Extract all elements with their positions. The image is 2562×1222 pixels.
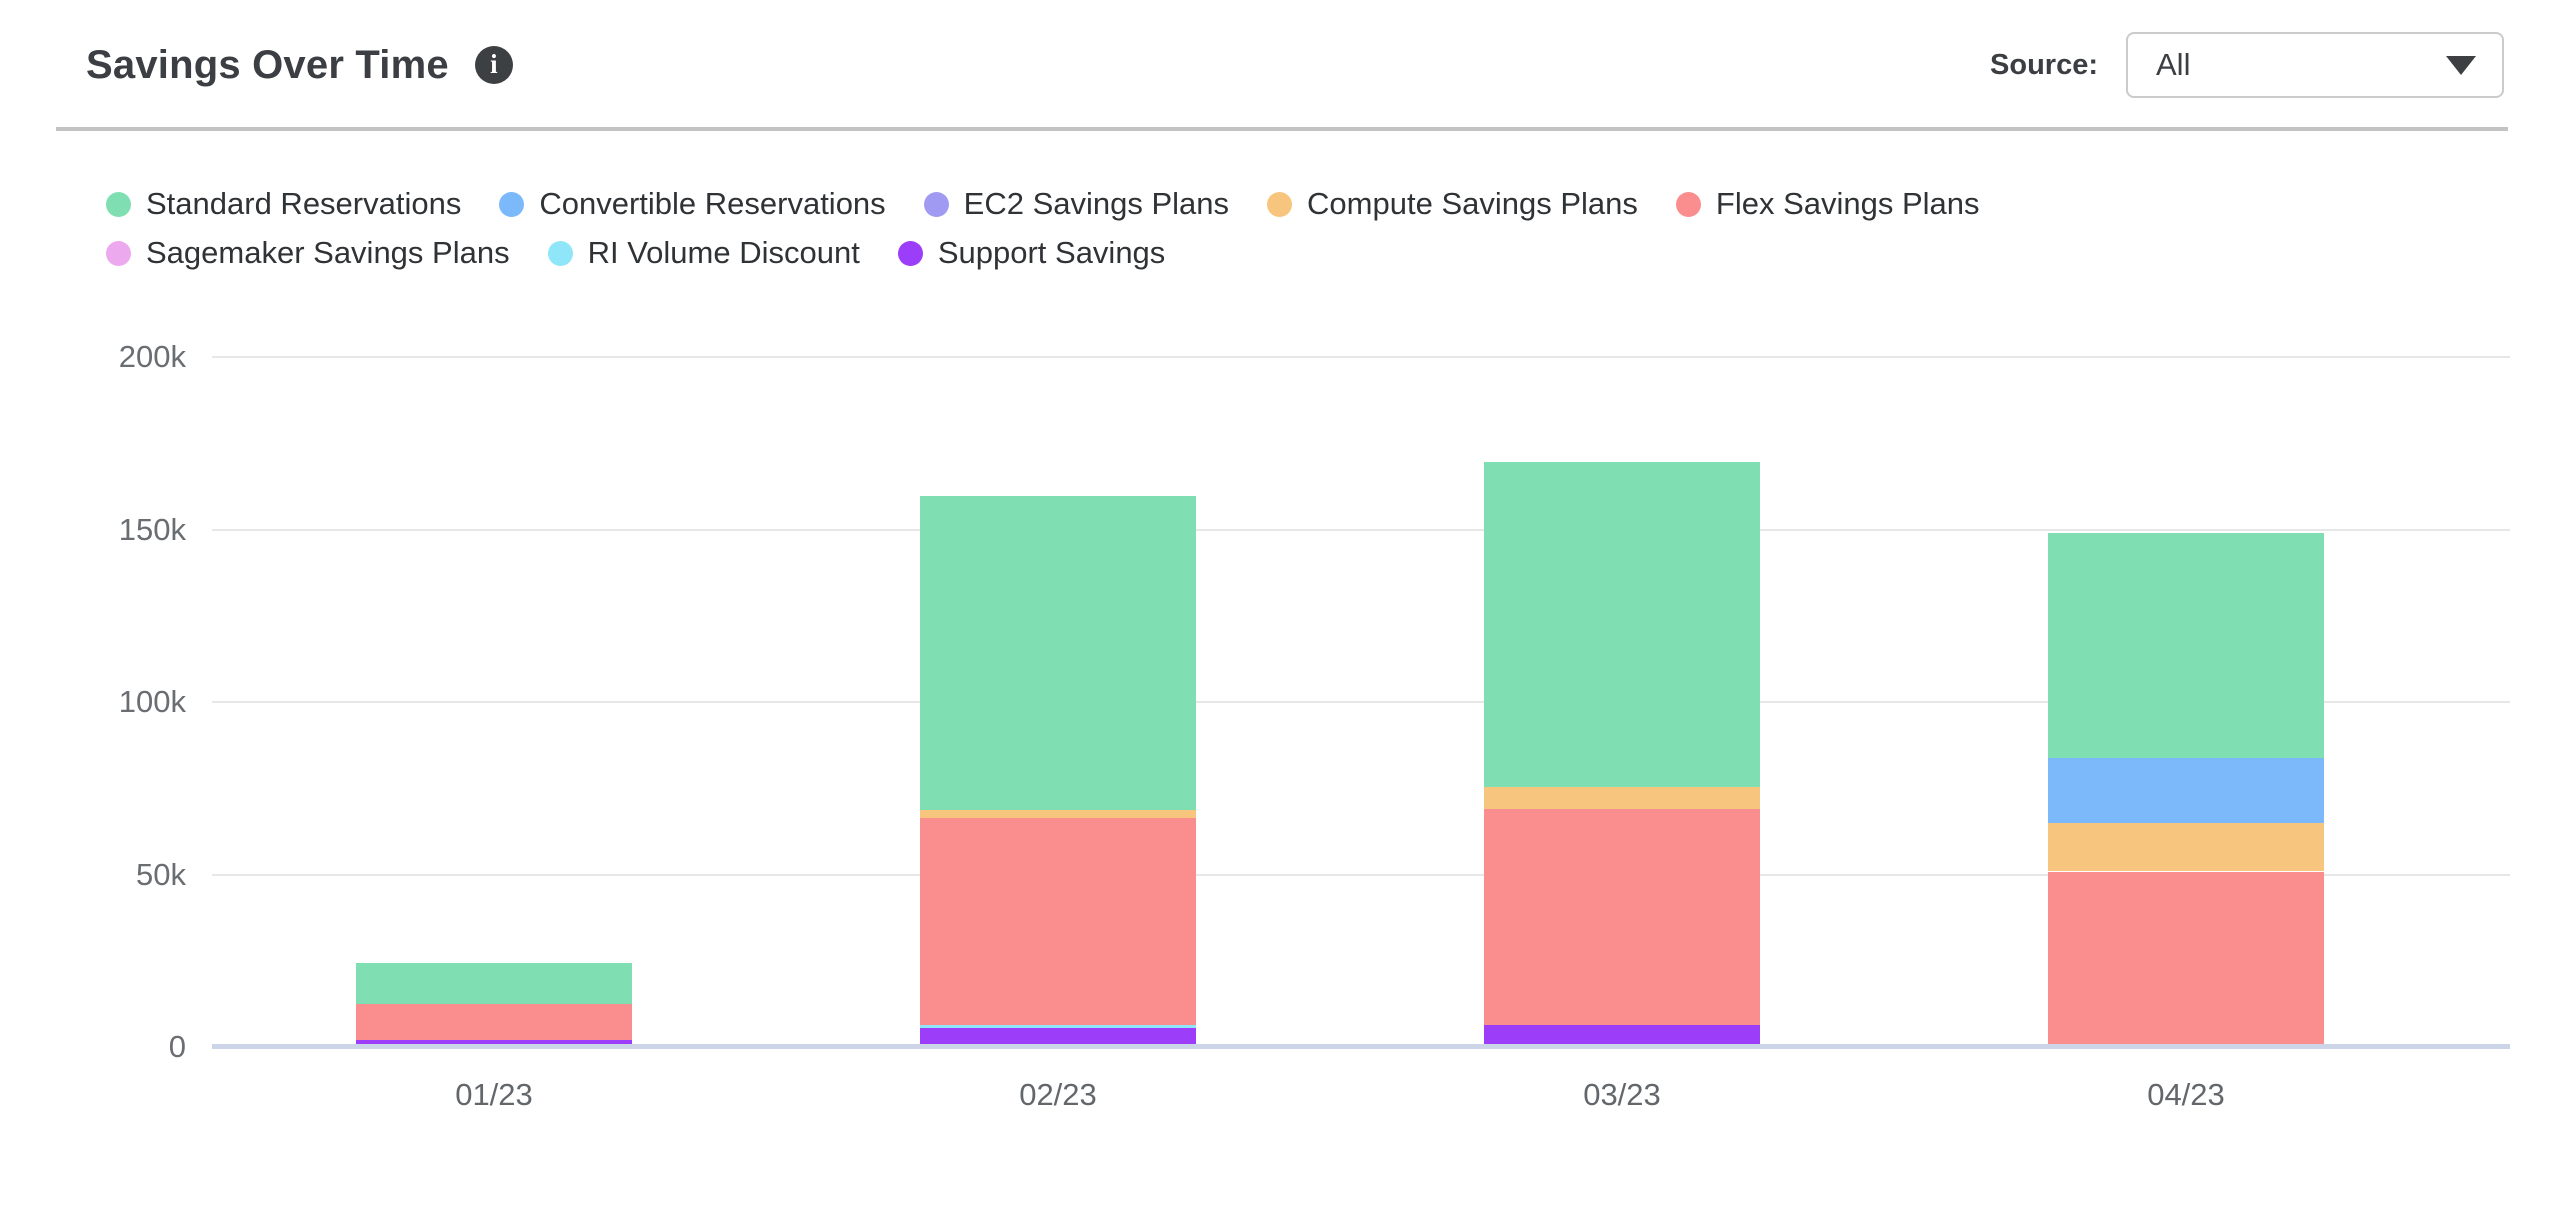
x-axis-baseline bbox=[212, 1044, 2510, 1049]
legend-swatch-sagemaker-savings-plans bbox=[106, 240, 131, 266]
header-divider bbox=[56, 127, 2508, 131]
legend-label-standard-reservations: Standard Reservations bbox=[146, 186, 462, 221]
bar-02-23-flex-savings-plans[interactable] bbox=[920, 817, 1196, 1025]
source-label: Source: bbox=[1990, 48, 2098, 81]
legend-swatch-ec2-savings-plans bbox=[923, 191, 949, 217]
chart-legend: Standard Reservations Convertible Reserva… bbox=[106, 186, 2446, 271]
bar-01-23-standard-reservations[interactable] bbox=[356, 962, 632, 1005]
page-title: Savings Over Time bbox=[86, 42, 449, 87]
y-tick-label-150k: 150k bbox=[118, 511, 186, 547]
legend-row-2: Sagemaker Savings Plans RI Volume Discoun… bbox=[106, 235, 2446, 271]
legend-swatch-standard-reservations bbox=[106, 191, 131, 217]
bar-01-23-support-savings[interactable] bbox=[356, 1039, 632, 1044]
card-header: Savings Over Time i Source: All bbox=[0, 0, 2562, 130]
legend-label-support-savings: Support Savings bbox=[937, 235, 1166, 270]
bar-03-23-standard-reservations[interactable] bbox=[1484, 462, 1760, 787]
legend-swatch-compute-savings-plans bbox=[1267, 191, 1293, 217]
legend-label-sagemaker-savings-plans: Sagemaker Savings Plans bbox=[146, 235, 510, 270]
x-tick-label-02-23: 02/23 bbox=[1019, 1077, 1097, 1112]
legend-row-1: Standard Reservations Convertible Reserva… bbox=[106, 186, 2446, 222]
bar-04-23-standard-reservations[interactable] bbox=[2048, 533, 2324, 758]
gridline-100k bbox=[212, 701, 2510, 703]
source-select-value: All bbox=[2156, 47, 2191, 82]
legend-label-convertible-reservations: Convertible Reservations bbox=[539, 186, 886, 221]
bar-04-23-flex-savings-plans[interactable] bbox=[2048, 871, 2324, 1044]
legend-swatch-convertible-reservations bbox=[499, 191, 525, 217]
legend-swatch-flex-savings-plans bbox=[1675, 191, 1701, 217]
bar-04-23-convertible-reservations[interactable] bbox=[2048, 757, 2324, 824]
bar-02-23-standard-reservations[interactable] bbox=[920, 495, 1196, 810]
y-tick-label-0: 0 bbox=[168, 1029, 186, 1064]
legend-item-compute-savings-plans[interactable]: Compute Savings Plans bbox=[1267, 186, 1638, 222]
legend-item-ri-volume-discount[interactable]: RI Volume Discount bbox=[547, 235, 860, 271]
legend-item-ec2-savings-plans[interactable]: EC2 Savings Plans bbox=[923, 186, 1230, 222]
info-icon[interactable]: i bbox=[474, 46, 513, 84]
y-tick-label-100k: 100k bbox=[118, 684, 186, 719]
chevron-down-icon bbox=[2446, 55, 2476, 75]
x-tick-label-01-23: 01/23 bbox=[455, 1077, 533, 1112]
y-tick-label-200k: 200k bbox=[118, 339, 186, 374]
source-select[interactable]: All bbox=[2126, 32, 2504, 98]
legend-label-flex-savings-plans: Flex Savings Plans bbox=[1715, 186, 1980, 221]
legend-item-flex-savings-plans[interactable]: Flex Savings Plans bbox=[1675, 186, 1980, 222]
legend-item-standard-reservations[interactable]: Standard Reservations bbox=[106, 186, 461, 222]
gridline-150k bbox=[212, 528, 2510, 531]
legend-swatch-ri-volume-discount bbox=[547, 240, 573, 266]
bar-04-23-compute-savings-plans[interactable] bbox=[2048, 823, 2324, 872]
legend-swatch-support-savings bbox=[897, 240, 923, 266]
bar-02-23-support-savings[interactable] bbox=[920, 1028, 1196, 1044]
legend-item-sagemaker-savings-plans[interactable]: Sagemaker Savings Plans bbox=[106, 235, 510, 271]
gridline-50k bbox=[212, 873, 2510, 876]
legend-label-compute-savings-plans: Compute Savings Plans bbox=[1307, 186, 1638, 221]
info-icon-glyph: i bbox=[490, 48, 498, 79]
legend-item-support-savings[interactable]: Support Savings bbox=[897, 235, 1166, 271]
bar-03-23-flex-savings-plans[interactable] bbox=[1484, 808, 1760, 1026]
legend-label-ec2-savings-plans: EC2 Savings Plans bbox=[963, 186, 1230, 221]
bar-03-23-compute-savings-plans[interactable] bbox=[1484, 786, 1760, 809]
y-tick-label-50k: 50k bbox=[136, 856, 186, 892]
bar-02-23-compute-savings-plans[interactable] bbox=[920, 809, 1196, 818]
x-tick-label-04-23: 04/23 bbox=[2147, 1077, 2225, 1112]
bar-02-23-ri-volume-discount[interactable] bbox=[920, 1024, 1196, 1029]
bar-01-23-flex-savings-plans[interactable] bbox=[356, 1004, 632, 1040]
legend-label-ri-volume-discount: RI Volume Discount bbox=[587, 235, 860, 270]
bar-03-23-support-savings[interactable] bbox=[1484, 1025, 1760, 1044]
legend-item-convertible-reservations[interactable]: Convertible Reservations bbox=[499, 186, 886, 222]
x-tick-label-03-23: 03/23 bbox=[1583, 1077, 1661, 1112]
gridline-200k bbox=[212, 356, 2510, 358]
